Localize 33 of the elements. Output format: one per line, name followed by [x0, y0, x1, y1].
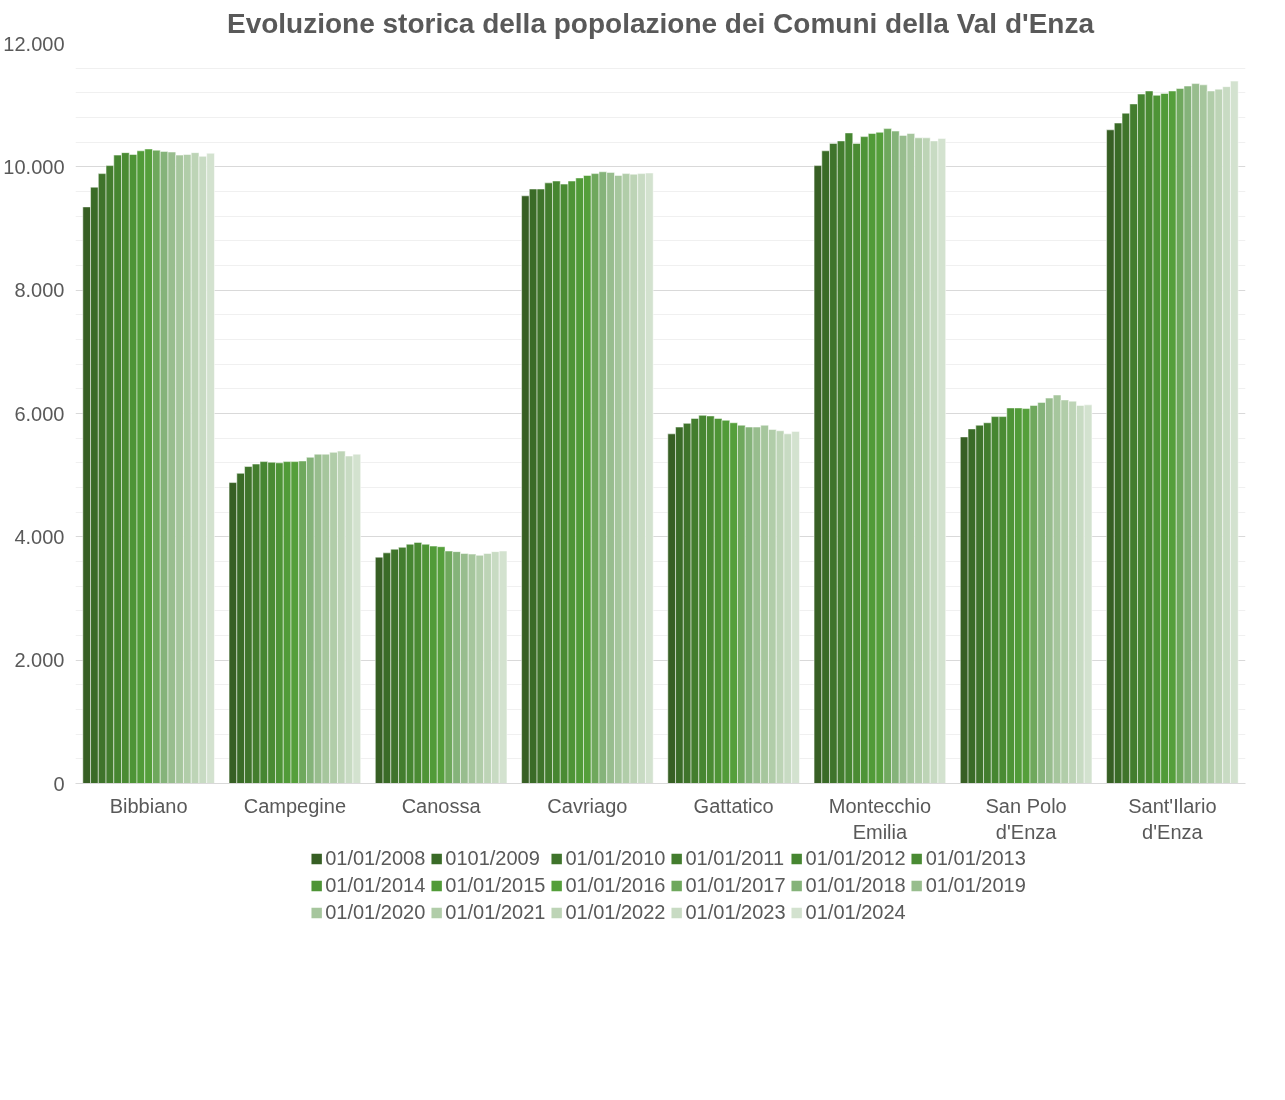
y-tick-label: 0 — [53, 772, 65, 795]
y-tick-label: 4.000 — [14, 525, 65, 548]
legend-label: 01/01/2012 — [805, 847, 906, 870]
y-tick-label: 12.000 — [3, 32, 65, 55]
x-tick-label: Campegine — [243, 794, 347, 817]
legend-label: 01/01/2020 — [325, 901, 426, 924]
legend-label: 01/01/2014 — [325, 874, 426, 897]
legend-label: 01/01/2013 — [925, 847, 1026, 870]
legend-label: 01/01/2017 — [685, 874, 786, 897]
legend-label: 01/01/2010 — [565, 847, 666, 870]
legend-label: 01/01/2011 — [685, 847, 785, 870]
y-tick-label: 10.000 — [3, 155, 65, 178]
legend-label: 01/01/2023 — [685, 901, 786, 924]
legend-label: 01/01/2008 — [325, 847, 426, 870]
chart-title: Evoluzione storica della popolazione dei Comuni della Val d'Enza — [226, 7, 1095, 39]
legend-label: 01/01/2022 — [565, 901, 666, 924]
legend-label: 01/01/2024 — [805, 901, 906, 924]
legend-label: 0101/2009 — [445, 847, 540, 870]
legend-label: 01/01/2015 — [445, 874, 546, 897]
x-tick-label: Bibbiano — [109, 794, 188, 817]
x-tick-label: Canossa — [401, 794, 482, 817]
y-tick-label: 8.000 — [14, 279, 65, 302]
legend-label: 01/01/2016 — [565, 874, 666, 897]
x-tick-label: Montecchio Emilia — [828, 794, 932, 843]
y-tick-label: 6.000 — [14, 402, 65, 425]
legend-label: 01/01/2019 — [925, 874, 1026, 897]
legend-label: 01/01/2021 — [445, 901, 546, 924]
x-tick-label: Gattatico — [693, 794, 774, 817]
x-tick-label: San Polo d'Enza — [985, 794, 1067, 843]
x-tick-label: Cavriago — [547, 794, 628, 817]
legend-label: 01/01/2018 — [805, 874, 906, 897]
y-tick-label: 2.000 — [14, 649, 65, 672]
x-tick-label: Sant'Ilario d'Enza — [1128, 794, 1217, 843]
